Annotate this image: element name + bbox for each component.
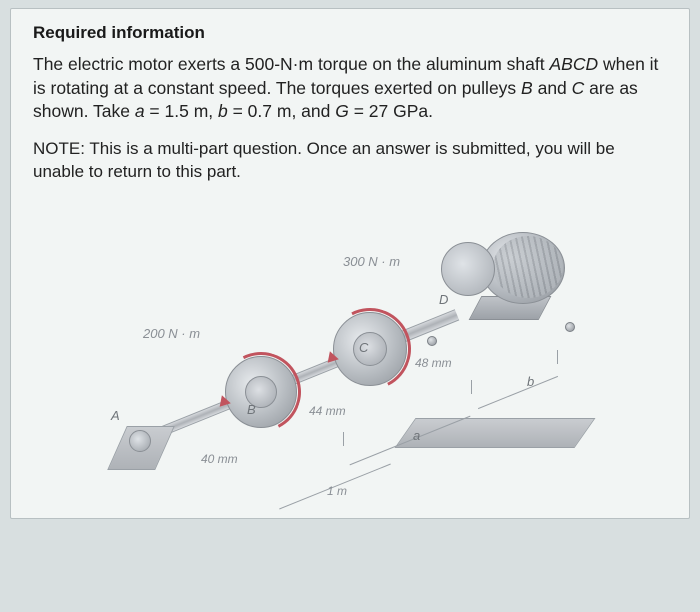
var-b: b (218, 101, 228, 121)
point-B-label: B (247, 402, 256, 417)
point-D-label: D (439, 292, 448, 307)
support-cap-A (129, 430, 151, 452)
pulley-B-ref: B (521, 78, 533, 98)
question-panel: Required information The electric motor … (10, 8, 690, 519)
text-fragment: The electric motor exerts a 500-N·m torq… (33, 54, 549, 74)
torque-arc-C (318, 297, 421, 400)
dim-tick (471, 380, 472, 394)
diameter-BC-label: 44 mm (309, 404, 346, 418)
bolt-icon (427, 336, 437, 346)
dim-b-label: b (527, 374, 534, 389)
problem-statement: The electric motor exerts a 500-N·m torq… (33, 53, 667, 124)
torque-B-label: 200 N · m (143, 326, 200, 341)
length-1m-label: 1 m (327, 484, 347, 498)
diameter-CD-label: 48 mm (415, 356, 452, 370)
text-fragment: = 0.7 m, and (228, 101, 336, 121)
dim-a-label: a (413, 428, 420, 443)
section-heading: Required information (33, 23, 667, 43)
diameter-AB-label: 40 mm (201, 452, 238, 466)
dim-tick (343, 432, 344, 446)
var-G: G (335, 101, 349, 121)
motor-face (441, 242, 495, 296)
text-fragment: and (533, 78, 572, 98)
point-C-label: C (359, 340, 368, 355)
dimension-line-b (478, 376, 558, 409)
text-fragment: = 1.5 m, (145, 101, 218, 121)
pulley-C-ref: C (572, 78, 585, 98)
dim-tick (557, 350, 558, 364)
motor-grille (493, 236, 563, 298)
point-A-label: A (111, 408, 120, 423)
torque-arc-B (211, 341, 312, 442)
figure-shaft-motor: 200 N · m 300 N · m 40 mm 44 mm 48 mm 1 … (95, 208, 605, 498)
shaft-name: ABCD (549, 54, 598, 74)
text-fragment: = 27 GPa. (349, 101, 433, 121)
var-a: a (135, 101, 145, 121)
torque-C-label: 300 N · m (343, 254, 400, 269)
multipart-note: NOTE: This is a multi-part question. Onc… (33, 138, 667, 184)
bolt-icon (565, 322, 575, 332)
